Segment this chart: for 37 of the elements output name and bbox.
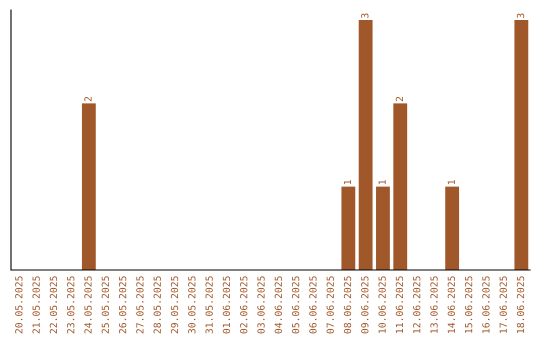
x-tick-label: 04.06.2025 (274, 276, 282, 334)
x-tick-label: 01.06.2025 (222, 276, 230, 334)
x-tick-label: 02.06.2025 (240, 276, 248, 334)
x-tick-label: 06.06.2025 (309, 276, 317, 334)
x-tick-label: 09.06.2025 (361, 276, 368, 334)
x-tick-label: 12.06.2025 (413, 276, 420, 333)
x-tick-label: 20.05.2025 (15, 276, 22, 334)
x-tick-label: 15.06.2025 (464, 276, 472, 333)
x-tick-label: 30.05.2025 (188, 276, 196, 334)
x-tick-label: 05.06.2025 (292, 276, 300, 334)
x-tick-label: 14.06.2025 (448, 276, 455, 333)
x-tick-label: 24.05.2025 (84, 276, 92, 334)
data-label: 1 (448, 180, 455, 184)
data-label: 3 (516, 13, 524, 18)
x-tick-label: 03.06.2025 (257, 276, 265, 334)
x-tick-label: 26.05.2025 (118, 276, 126, 334)
data-label: 3 (361, 13, 368, 18)
x-tick-label: 27.05.2025 (136, 276, 144, 334)
data-label: 1 (378, 180, 386, 184)
data-label: 1 (344, 180, 352, 184)
x-tick-label: 13.06.2025 (430, 276, 438, 333)
x-tick-label: 08.06.2025 (344, 276, 352, 334)
x-tick-label: 16.06.2025 (482, 276, 490, 333)
x-tick-label: 18.06.2025 (516, 276, 524, 333)
x-tick-label: 17.06.2025 (500, 276, 507, 333)
data-label: 2 (84, 96, 92, 102)
x-tick-label: 21.05.2025 (32, 276, 40, 334)
x-tick-label: 23.05.2025 (67, 276, 74, 334)
x-tick-label: 22.05.2025 (50, 276, 58, 334)
x-tick-label: 25.05.2025 (102, 276, 109, 334)
x-tick-label: 07.06.2025 (326, 276, 334, 334)
x-tick-label: 29.05.2025 (170, 276, 178, 334)
x-tick-label: 10.06.2025 (378, 276, 386, 333)
x-tick-label: 31.05.2025 (205, 276, 213, 334)
data-label: 2 (396, 96, 403, 102)
x-tick-label: 28.05.2025 (154, 276, 161, 334)
x-tick-label: 11.06.2025 (396, 276, 404, 333)
